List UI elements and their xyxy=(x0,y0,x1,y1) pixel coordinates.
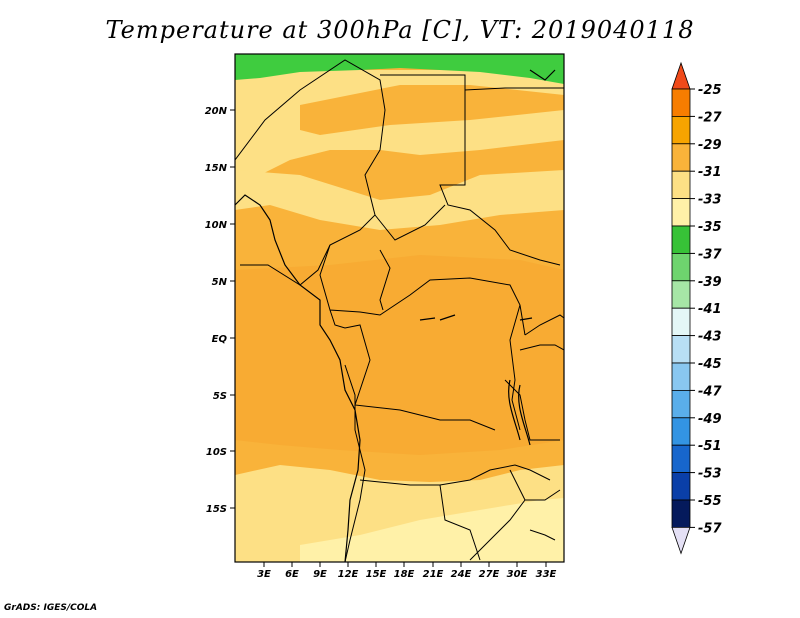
colorbar-swatch xyxy=(671,116,691,145)
colorbar-swatch xyxy=(671,389,691,419)
colorbar-label: -53 xyxy=(698,467,722,482)
temperature-field-south-lighter xyxy=(300,498,564,562)
colorbar-top-arrow xyxy=(671,61,691,90)
colorbar-label: -55 xyxy=(698,494,722,509)
colorbar-label: -57 xyxy=(698,521,722,536)
lon-tick-label: 21E xyxy=(423,569,444,580)
colorbar-label: -45 xyxy=(698,357,722,372)
colorbar-swatch xyxy=(671,280,691,309)
colorbar-swatch xyxy=(671,170,691,199)
lon-tick-label: 15E xyxy=(366,569,387,580)
lon-tick-label: 3E xyxy=(257,569,271,580)
colorbar-bottom-arrow xyxy=(671,527,691,555)
lon-tick-label: 18E xyxy=(394,569,415,580)
lat-ticks xyxy=(230,109,235,509)
coastlines xyxy=(234,69,556,563)
map-frame xyxy=(234,53,565,563)
colorbar-label: -51 xyxy=(698,439,722,454)
lon-tick-label: 27E xyxy=(479,569,500,580)
colorbar-swatch xyxy=(671,499,691,528)
colorbar-swatch xyxy=(671,472,691,501)
lon-tick-label: 6E xyxy=(285,569,299,580)
colorbar-swatch xyxy=(671,225,691,254)
lon-tick-labels: 3E 6E 9E 12E 15E 18E 21E 24E 27E 30E 33E xyxy=(257,569,556,580)
colorbar-label: -41 xyxy=(698,302,722,317)
map-title: Temperature at 300hPa [C], VT: 201904011… xyxy=(105,16,695,44)
colorbar: -25 -27 -29 -31 -33 -35 -37 -39 -41 -43 -45 -47 -49 -… xyxy=(671,61,722,555)
colorbar-label: -29 xyxy=(698,138,722,153)
colorbar-label: -33 xyxy=(698,193,722,208)
colorbar-swatch xyxy=(671,198,691,227)
colorbar-swatch xyxy=(671,88,691,117)
colorbar-label: -49 xyxy=(698,412,722,427)
colorbar-label: -27 xyxy=(698,110,722,125)
credit-label: GrADS: IGES/COLA xyxy=(4,603,98,613)
colorbar-swatch xyxy=(671,362,691,391)
country-boundaries xyxy=(235,59,564,562)
colorbar-swatch xyxy=(671,417,691,446)
temperature-field-north-orange xyxy=(300,85,564,135)
lon-tick-label: 9E xyxy=(313,569,327,580)
lon-tick-label: 30E xyxy=(507,569,528,580)
lat-tick-label: 10N xyxy=(205,220,228,231)
colorbar-label: -39 xyxy=(698,275,722,290)
lat-tick-label: 10S xyxy=(206,447,227,458)
lat-tick-label: 5N xyxy=(212,277,228,288)
lon-tick-label: 33E xyxy=(536,569,557,580)
colorbar-label: -31 xyxy=(698,165,722,180)
lat-tick-label: EQ xyxy=(212,334,228,345)
colorbar-label: -47 xyxy=(698,384,722,399)
lat-tick-label: 15N xyxy=(205,163,228,174)
lon-ticks xyxy=(263,562,547,567)
temperature-field-sahel-band xyxy=(235,170,564,230)
colorbar-swatch xyxy=(671,307,691,337)
colorbar-label: -25 xyxy=(698,83,722,98)
colorbar-swatch xyxy=(671,335,691,364)
temperature-field-green-band xyxy=(235,54,564,84)
lat-tick-label: 5S xyxy=(213,391,227,402)
colorbar-swatch xyxy=(671,252,691,282)
colorbar-label: -43 xyxy=(698,330,722,345)
temperature-field-center xyxy=(235,255,564,455)
lon-tick-label: 12E xyxy=(338,569,359,580)
lat-tick-label: 15S xyxy=(206,504,227,515)
colorbar-label: -37 xyxy=(698,247,722,262)
colorbar-swatch xyxy=(671,444,691,474)
colorbar-label: -35 xyxy=(698,220,722,235)
lon-tick-label: 24E xyxy=(451,569,472,580)
lat-tick-labels: 20N 15N 10N 5N EQ 5S 10S 15S xyxy=(205,106,228,515)
lat-tick-label: 20N xyxy=(205,106,228,117)
colorbar-swatch xyxy=(671,143,691,172)
map-area xyxy=(234,53,565,563)
